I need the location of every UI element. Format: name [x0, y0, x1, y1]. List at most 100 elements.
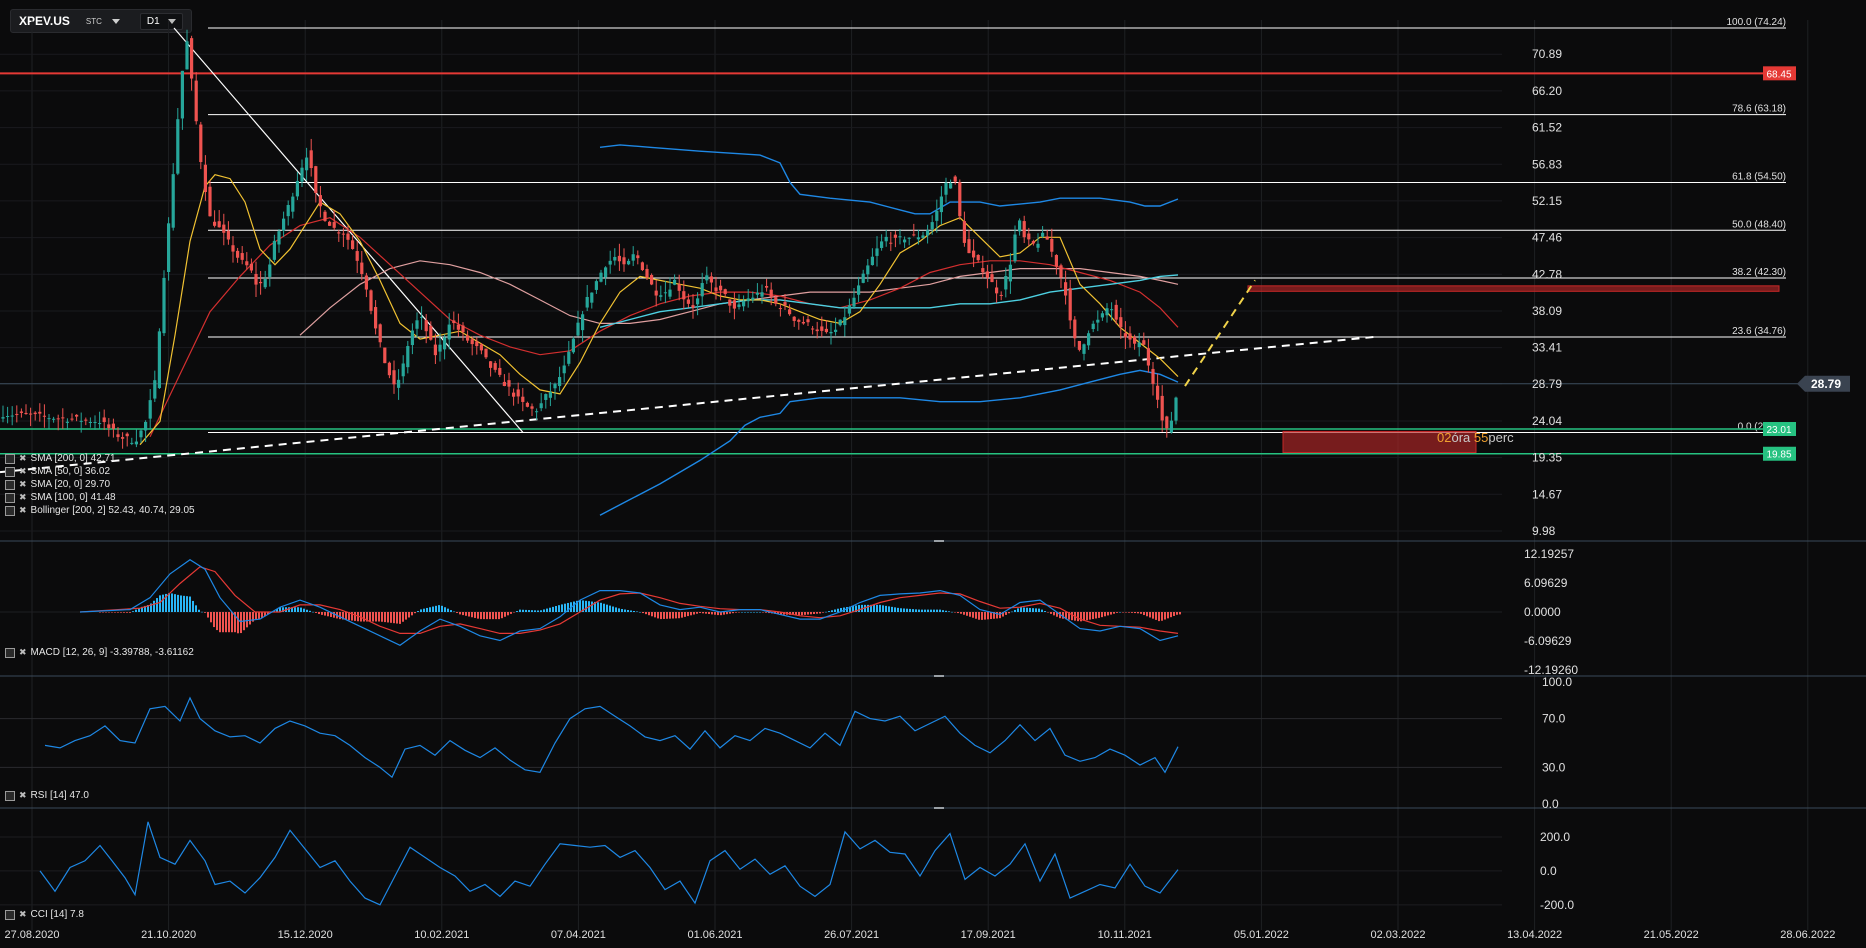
macd-histogram-bar: [255, 611, 257, 620]
candle-body: [111, 423, 115, 429]
candle-body: [1114, 304, 1118, 320]
macd-histogram-bar: [759, 611, 761, 613]
symbol-dropdown-icon[interactable]: [111, 18, 120, 24]
macd-histogram-bar: [279, 607, 281, 612]
candle-body: [466, 335, 470, 341]
legend-main-2[interactable]: ✖ SMA [50, 0] 36.02: [5, 466, 110, 477]
candle-body: [778, 308, 782, 310]
macd-histogram-bar: [612, 606, 614, 612]
macd-histogram-bar: [129, 611, 131, 613]
macd-histogram-bar: [198, 609, 200, 612]
remove-indicator-icon[interactable]: ✖: [19, 647, 27, 657]
candle-body: [392, 370, 396, 385]
macd-histogram-bar: [741, 611, 743, 613]
macd-histogram-bar: [1071, 611, 1073, 621]
macd-histogram-bar: [1122, 611, 1124, 613]
macd-histogram-bar: [522, 609, 524, 612]
macd-histogram-bar: [891, 606, 893, 612]
remove-indicator-icon[interactable]: ✖: [19, 492, 27, 502]
macd-histogram-bar: [492, 611, 494, 620]
timeframe-dropdown-icon[interactable]: [167, 18, 176, 24]
remove-indicator-icon[interactable]: ✖: [19, 479, 27, 489]
timeframe-select[interactable]: D1: [139, 12, 183, 30]
macd-histogram-bar: [207, 611, 209, 618]
candle-body: [332, 222, 336, 228]
indicator-toggle-icon[interactable]: [5, 647, 15, 658]
legend-main-1[interactable]: ✖ SMA [200, 0] 42.71: [5, 453, 116, 464]
date-axis-label: 02.03.2022: [1370, 929, 1425, 941]
legend-cci[interactable]: ✖ CCI [14] 7.8: [5, 909, 84, 920]
macd-histogram-bar: [903, 608, 905, 612]
macd-signal-line: [79, 566, 1179, 634]
legend-rsi[interactable]: ✖ RSI [14] 47.0: [5, 790, 89, 801]
price-axis-label: 61.52: [1532, 121, 1562, 135]
candle-body: [1068, 288, 1072, 321]
candle-body: [705, 275, 709, 281]
macd-histogram-bar: [192, 600, 194, 612]
candle-body: [857, 285, 861, 295]
candle-body: [930, 222, 934, 230]
legend-main-5[interactable]: ✖ Bollinger [200, 2] 52.43, 40.74, 29.05: [5, 505, 195, 516]
candle-body: [1133, 336, 1137, 344]
macd-histogram-bar: [576, 600, 578, 612]
macd-histogram-bar: [123, 611, 125, 613]
macd-histogram-bar: [801, 611, 803, 616]
candle-body: [640, 262, 644, 271]
legend-macd[interactable]: ✖ MACD [12, 26, 9] -3.39788, -3.61162: [5, 647, 194, 658]
candle-body: [843, 317, 847, 326]
candle-body: [1151, 368, 1155, 384]
candle-body: [1137, 342, 1141, 348]
legend-main-3[interactable]: ✖ SMA [20, 0] 29.70: [5, 479, 110, 490]
legend-main-4[interactable]: ✖ SMA [100, 0] 41.48: [5, 492, 116, 503]
macd-histogram-bar: [1002, 611, 1004, 617]
candle-body: [70, 418, 74, 420]
candle-body: [972, 250, 976, 258]
candle-body: [134, 441, 138, 445]
indicator-toggle-icon[interactable]: [5, 505, 15, 516]
candle-body: [636, 255, 640, 259]
candle-body: [102, 417, 106, 423]
macd-histogram-bar: [1152, 611, 1154, 619]
macd-histogram-bar: [1110, 611, 1112, 615]
rsi-line: [44, 696, 1179, 779]
candle-body: [834, 329, 838, 332]
candle-body: [148, 400, 152, 419]
remove-indicator-icon[interactable]: ✖: [19, 466, 27, 476]
candle-body: [10, 415, 14, 417]
macd-histogram-bar: [174, 594, 176, 612]
macd-histogram-bar: [1116, 611, 1118, 613]
macd-histogram-bar: [132, 611, 134, 612]
indicator-toggle-icon[interactable]: [5, 466, 15, 477]
macd-histogram-bar: [1029, 607, 1031, 612]
candle-body: [935, 210, 939, 221]
candle-body: [530, 406, 534, 409]
candle-body: [254, 273, 258, 285]
remove-indicator-icon[interactable]: ✖: [19, 505, 27, 515]
candle-body: [1004, 275, 1008, 290]
macd-histogram-bar: [1017, 608, 1019, 612]
indicator-toggle-icon[interactable]: [5, 453, 15, 464]
macd-histogram-bar: [234, 611, 236, 633]
macd-histogram-bar: [417, 611, 419, 612]
pane-resize-handle: [934, 540, 944, 542]
macd-histogram-bar: [966, 611, 968, 616]
indicator-toggle-icon[interactable]: [5, 492, 15, 503]
candle-body: [139, 430, 143, 438]
macd-histogram-bar: [1005, 611, 1007, 615]
candle-body: [999, 294, 1003, 296]
indicator-toggle-icon[interactable]: [5, 479, 15, 490]
remove-indicator-icon[interactable]: ✖: [19, 909, 27, 919]
candle-body: [222, 224, 226, 233]
candle-body: [199, 124, 203, 163]
candle-body: [1054, 255, 1058, 267]
indicator-toggle-icon[interactable]: [5, 909, 15, 920]
legend-sma100: SMA [100, 0] 41.48: [30, 492, 116, 503]
candle-body: [452, 320, 456, 324]
candle-body: [328, 221, 332, 226]
macd-histogram-bar: [126, 611, 128, 613]
remove-indicator-icon[interactable]: ✖: [19, 453, 27, 463]
remove-indicator-icon[interactable]: ✖: [19, 790, 27, 800]
indicator-toggle-icon[interactable]: [5, 790, 15, 801]
macd-histogram-bar: [507, 611, 509, 616]
